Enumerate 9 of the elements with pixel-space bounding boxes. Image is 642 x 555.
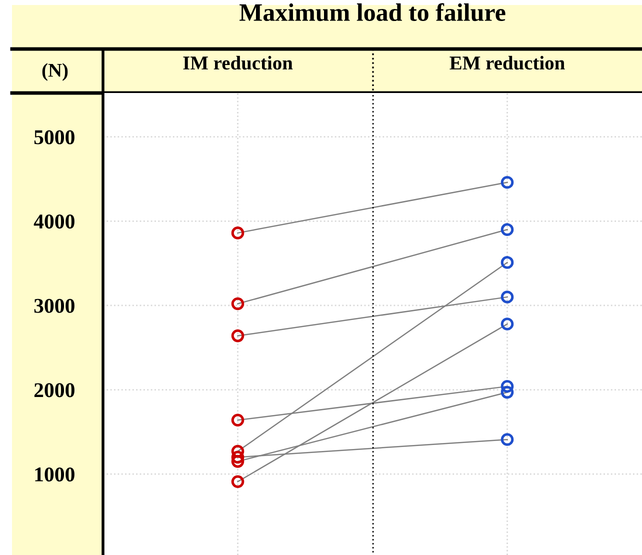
x-tick-label: IM reduction	[183, 56, 293, 70]
y-axis-title: (N)	[42, 63, 68, 81]
x-tick-label: EM reduction	[450, 56, 565, 70]
y-tick-label: 1000	[35, 467, 74, 482]
y-tick-label: 4000	[34, 214, 74, 229]
y-tick-label: 5000	[34, 130, 74, 144]
y-tick-label: 2000	[34, 383, 74, 398]
chart-title: Maximum load to failure	[239, 3, 506, 22]
y-tick-label: 3000	[34, 298, 74, 313]
